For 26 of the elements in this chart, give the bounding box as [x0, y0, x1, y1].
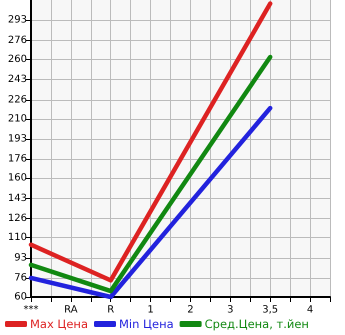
y-tick-label: 60 — [14, 292, 27, 302]
y-tick-label: 210 — [8, 113, 27, 124]
x-tick-label: 3 — [227, 304, 234, 316]
y-tick-label: 193 — [8, 133, 27, 144]
x-tick-label: RA — [64, 304, 78, 316]
x-tick-label: 3,5 — [262, 304, 278, 316]
legend-label: Max Цена — [30, 317, 88, 331]
y-tick-label: 226 — [8, 94, 27, 106]
x-tick-label: R — [107, 304, 114, 316]
x-tick-label: 4 — [306, 304, 314, 316]
y-tick-label: 243 — [8, 74, 27, 86]
x-tick-label: 1 — [147, 304, 154, 316]
x-tick-label: *** — [24, 304, 38, 316]
y-tick-label: 293 — [8, 14, 27, 26]
y-tick-label: 76 — [14, 272, 27, 284]
y-tick-label: 110 — [8, 232, 27, 244]
y-tick-label: 126 — [8, 213, 27, 224]
y-tick-label: 160 — [8, 172, 27, 184]
x-tick-label: 2 — [187, 304, 194, 316]
legend-label: Сред.Цена, т.йен — [204, 317, 309, 331]
y-tick-label: 143 — [8, 192, 27, 204]
y-tick-label: 260 — [8, 54, 27, 65]
legend-label: Min Цена — [119, 317, 174, 331]
y-tick-label: 176 — [8, 154, 27, 165]
y-tick-label: 276 — [8, 34, 27, 46]
y-tick-label: 93 — [14, 252, 27, 264]
